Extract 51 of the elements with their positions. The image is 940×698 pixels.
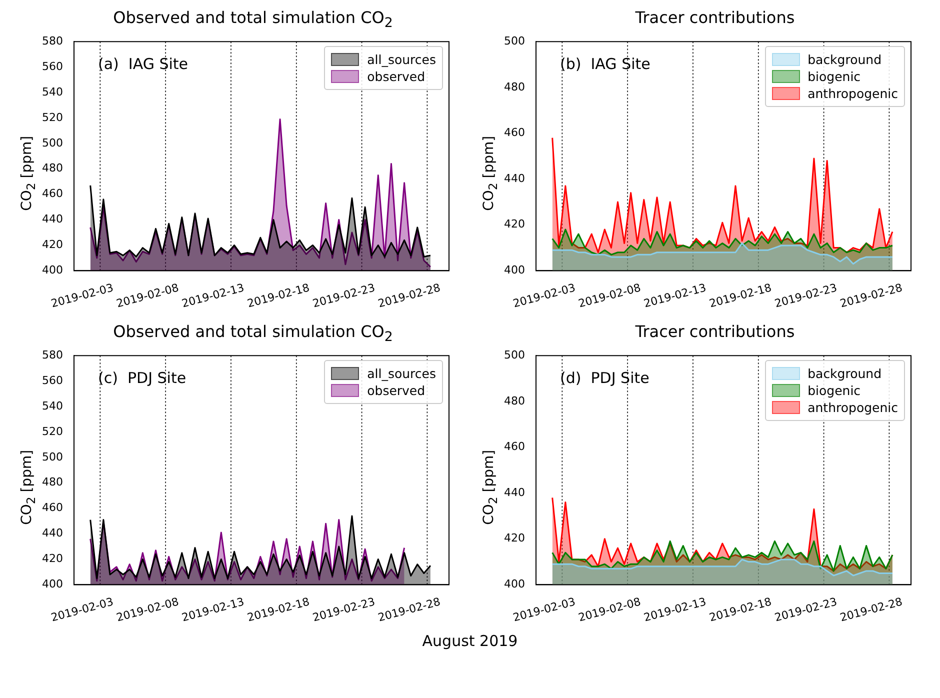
x-axis-title: August 2019 [421, 632, 519, 650]
y-tick-label: 420 [504, 532, 525, 545]
y-tick-label: 400 [504, 578, 525, 591]
y-tick-label: 560 [42, 374, 63, 387]
legend-label: biogenic [808, 383, 861, 398]
y-tick-label: 400 [504, 264, 525, 277]
annotation: (a) IAG Site [98, 54, 188, 73]
y-tick-label: 400 [42, 264, 63, 277]
y-tick-label: 460 [42, 187, 63, 200]
legend-label: biogenic [808, 69, 861, 84]
y-tick-label: 500 [504, 348, 525, 362]
y-tick-label: 480 [504, 394, 525, 408]
y-tick-label: 480 [42, 162, 63, 175]
y-tick-label: 420 [42, 238, 63, 252]
legend-label: background [808, 366, 882, 381]
y-tick-label: 460 [504, 126, 525, 140]
y-tick-label: 560 [42, 60, 63, 73]
y-tick-label: 400 [42, 578, 63, 591]
y-tick-label: 500 [504, 34, 525, 48]
y-tick-label: 440 [42, 212, 63, 226]
y-tick-label: 520 [42, 424, 63, 438]
y-tick-label: 580 [42, 348, 63, 362]
chart-title: Tracer contributions [634, 322, 795, 343]
chart-title: Observed and total simulation CO$_{2}$ [112, 8, 393, 32]
y-tick-label: 500 [42, 450, 63, 464]
y-tick-label: 500 [42, 136, 63, 150]
annotation: (d) PDJ Site [560, 368, 650, 387]
legend-label: all_sources [367, 366, 436, 381]
legend-label: anthropogenic [808, 400, 898, 415]
y-tick-label: 420 [42, 552, 63, 566]
y-tick-label: 540 [42, 399, 63, 412]
y-tick-label: 440 [42, 526, 63, 540]
legend-label: observed [367, 383, 426, 398]
y-tick-label: 440 [504, 486, 525, 499]
annotation: (b) IAG Site [560, 54, 650, 73]
y-tick-label: 460 [42, 501, 63, 514]
y-tick-label: 480 [42, 476, 63, 489]
legend-label: background [808, 52, 882, 67]
y-tick-label: 520 [42, 110, 63, 124]
y-tick-label: 540 [42, 85, 63, 98]
legend-label: anthropogenic [808, 86, 898, 101]
y-tick-label: 420 [504, 218, 525, 231]
y-tick-label: 460 [504, 440, 525, 454]
legend-label: observed [367, 69, 426, 84]
y-tick-label: 580 [42, 34, 63, 48]
y-tick-label: 480 [504, 80, 525, 94]
chart-title: Observed and total simulation CO$_{2}$ [112, 322, 393, 346]
y-tick-label: 440 [504, 172, 525, 185]
chart-title: Tracer contributions [634, 8, 795, 29]
legend-label: all_sources [367, 52, 436, 67]
annotation: (c) PDJ Site [98, 368, 186, 387]
